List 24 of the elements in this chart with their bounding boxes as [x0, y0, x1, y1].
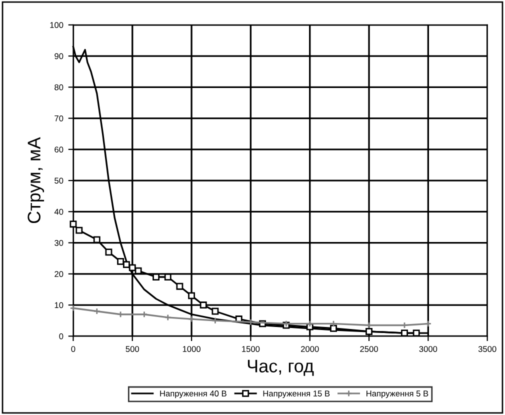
x-tick-label: 2500 — [360, 346, 378, 352]
y-tick-label: 30 — [54, 240, 64, 246]
y-tick-label: 40 — [54, 208, 64, 215]
y-tick-label: 20 — [54, 271, 64, 277]
x-axis-title: Час, год — [248, 360, 314, 376]
legend-label: Напруження 40 В — [160, 390, 226, 398]
x-tick-label: 1500 — [242, 346, 260, 352]
x-tick-label: 500 — [126, 346, 140, 352]
y-tick-label: 60 — [54, 146, 64, 152]
y-tick-label: 10 — [54, 302, 64, 308]
x-tick-label: 2000 — [301, 346, 319, 352]
y-tick-label: 50 — [54, 178, 64, 184]
legend-label: Напруження 5 В — [366, 390, 428, 398]
y-tick-label: 90 — [54, 53, 64, 60]
y-axis-title: Струм, мА — [28, 137, 44, 224]
y-tick-label: 80 — [54, 84, 64, 90]
x-tick-label: 3500 — [478, 346, 496, 352]
x-tick-label: 3000 — [419, 346, 438, 352]
legend-label: Напруження 15 В — [263, 390, 330, 398]
y-tick-label: 70 — [54, 115, 64, 122]
y-tick-label: 0 — [59, 333, 64, 340]
x-tick-label: 1000 — [182, 346, 200, 352]
y-tick-label: 100 — [50, 22, 64, 28]
x-tick-label: 0 — [71, 346, 76, 352]
